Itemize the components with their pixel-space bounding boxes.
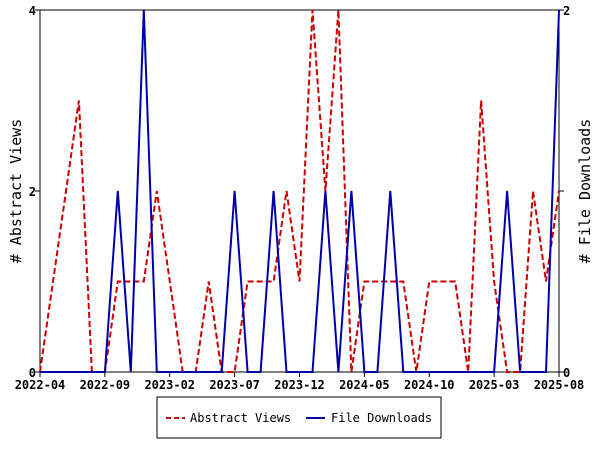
legend-label-file-downloads: File Downloads [331,411,432,425]
x-tick-label: 2022-04 [15,378,66,392]
left-y-tick-label: 0 [29,366,36,380]
legend-box [156,396,442,439]
left-y-tick-label: 4 [29,4,36,18]
series-line-abstract-views [39,9,560,373]
left-y-axis-title: # Abstract Views [7,119,25,264]
x-tick-label: 2023-02 [144,378,195,392]
x-tick-label: 2025-03 [469,378,520,392]
x-tick-label: 2022-09 [80,378,131,392]
left-y-axis-ticks: 0 2 4 [29,4,40,380]
right-y-axis-title: # File Downloads [576,119,594,264]
x-tick-label: 2024-10 [404,378,455,392]
right-y-axis-ticks: 02 [559,4,570,380]
x-tick-label: 2023-07 [209,378,260,392]
x-tick-label: 2025-08 [534,378,585,392]
series-line-file-downloads [40,9,560,373]
x-tick-label: 2023-12 [274,378,325,392]
right-y-tick-label: 2 [563,4,570,18]
right-y-tick-label: 0 [563,366,570,380]
x-axis-ticks: 2022-04 2022-09 2023-02 2023-07 2023-12 2024-… [15,372,585,392]
legend-label-abstract-views: Abstract Views [190,411,291,425]
x-tick-label: 2024-05 [339,378,390,392]
left-y-tick-label: 2 [29,185,36,199]
legend: Abstract Views File Downloads [156,396,442,439]
